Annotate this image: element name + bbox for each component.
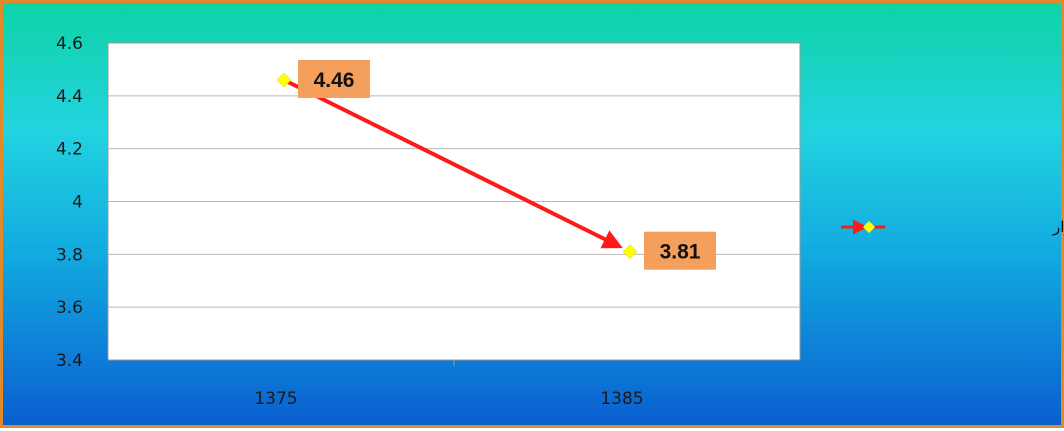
x-axis-ticks: 1375 1385 (254, 360, 644, 409)
legend-label: تغیر بعد خانوار (1052, 218, 1064, 236)
data-label: 3.81 (660, 241, 701, 264)
series-line (283, 78, 623, 249)
y-tick-label: 4 (72, 193, 83, 213)
series-line-group (276, 72, 638, 260)
gridlines (108, 95, 800, 308)
data-label-box (644, 231, 716, 270)
y-tick-label: 3.4 (56, 351, 83, 371)
y-tick-label: 4.4 (56, 87, 83, 107)
chart-svg: 4.6 4.4 4.2 4 3.8 3.6 3.4 1375 1385 4.46 3.81 تغ… (56, 34, 1064, 409)
x-tick-label: 1375 (254, 389, 297, 409)
y-tick-label: 3.8 (56, 245, 83, 265)
x-tick-label: 1385 (600, 389, 643, 409)
data-label: 4.46 (314, 69, 355, 92)
y-tick-label: 3.6 (56, 298, 83, 318)
legend-marker-icon (863, 221, 875, 233)
legend: تغیر بعد خانوار (841, 218, 1064, 236)
data-labels: 4.46 3.81 (298, 59, 716, 270)
y-axis-ticks: 4.6 4.4 4.2 4 3.8 3.6 3.4 (56, 34, 83, 371)
data-label-box (298, 59, 370, 98)
y-tick-label: 4.6 (56, 34, 83, 54)
data-point-marker (622, 244, 638, 260)
y-tick-label: 4.2 (56, 140, 83, 160)
data-point-marker (276, 72, 292, 88)
